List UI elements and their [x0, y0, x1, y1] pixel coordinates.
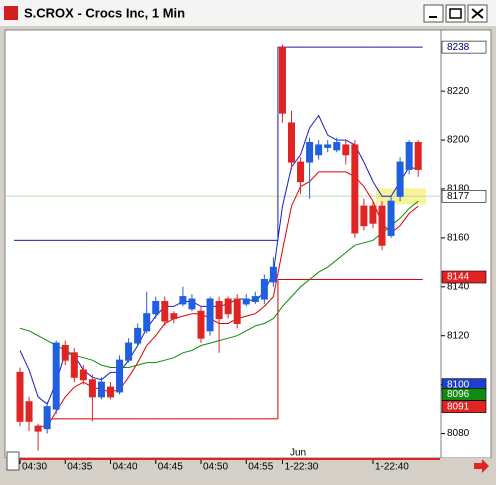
- x-tick-label: 04:35: [67, 462, 92, 473]
- candle-body: [251, 296, 259, 302]
- plot: 8080 8100 8120 8140 8160 8180 8200 8220 04:30 04:…: [5, 40, 487, 473]
- candle-body: [396, 161, 404, 197]
- y-tick-label: 8180: [447, 184, 470, 195]
- x-tick-label: 04:40: [113, 462, 138, 473]
- candle-body: [179, 296, 187, 305]
- maximize-icon: [449, 8, 462, 19]
- price-marker: [441, 190, 487, 203]
- scroll-arrow[interactable]: [474, 459, 489, 473]
- x-tick-label: 1-22:40: [375, 462, 409, 473]
- x-tick-label: 1-22:30: [284, 462, 318, 473]
- candle-body: [306, 142, 314, 163]
- y-tick-label: 8140: [447, 281, 470, 292]
- candle-body: [43, 406, 51, 430]
- annotation: Jun: [290, 448, 306, 459]
- y-tick-label: 8120: [447, 330, 470, 341]
- candle-body: [16, 371, 24, 422]
- plot-area: [4, 29, 442, 459]
- candle-body: [116, 359, 124, 393]
- window-buttons: [423, 4, 488, 23]
- price-marker: [441, 400, 487, 413]
- x-tick-label: 04:30: [22, 462, 47, 473]
- price-marker: [441, 40, 487, 54]
- candle-body: [215, 300, 223, 320]
- close-icon: [471, 8, 484, 19]
- candle-body: [315, 144, 323, 156]
- price-marker: [441, 270, 487, 284]
- candle-body: [324, 144, 332, 148]
- candle-body: [88, 379, 96, 398]
- y-tick-label: 8080: [447, 428, 470, 439]
- candle-body: [197, 310, 205, 339]
- candle-body: [278, 46, 286, 114]
- candle-body: [170, 313, 178, 320]
- candle-body: [34, 425, 42, 432]
- candle-body: [233, 298, 241, 324]
- price-marker-label: 8177: [447, 191, 470, 202]
- title-bar: [0, 0, 496, 26]
- candle-body: [387, 200, 395, 236]
- candle-body: [188, 298, 196, 310]
- candle-body: [61, 344, 69, 361]
- candle-body: [70, 352, 78, 378]
- maximize-button[interactable]: [445, 4, 466, 23]
- candle-body: [414, 142, 422, 170]
- y-tick-label: 8200: [447, 135, 470, 146]
- candle-body: [107, 386, 114, 398]
- candle-body: [269, 266, 277, 283]
- x-tick-label: 04:45: [158, 462, 183, 473]
- price-marker-label: 8238: [447, 42, 470, 53]
- candle-body: [242, 298, 250, 305]
- candle-body: [143, 313, 151, 332]
- candle-body: [134, 327, 142, 344]
- x-tick-label: 04:50: [203, 462, 228, 473]
- candle-body: [79, 369, 87, 381]
- price-marker-label: 8096: [447, 389, 470, 400]
- price-marker-label: 8091: [447, 401, 470, 412]
- candle-body: [260, 278, 268, 300]
- candle-body: [52, 342, 60, 410]
- time-axis: [5, 458, 491, 476]
- x-tick-label: 04:55: [248, 462, 273, 473]
- candle-body: [369, 205, 377, 224]
- candle-body: [378, 205, 386, 246]
- candle-body: [297, 161, 305, 183]
- candle-body: [125, 342, 133, 361]
- candle-body: [342, 144, 350, 156]
- app-icon: [4, 6, 18, 20]
- candle-body: [161, 300, 169, 322]
- candle-body: [360, 205, 368, 227]
- candle-body: [224, 298, 232, 315]
- candle-body: [206, 298, 214, 332]
- candle-body: [351, 144, 359, 234]
- candle-body: [152, 300, 160, 315]
- price-marker-label: 8100: [447, 379, 470, 390]
- y-tick-label: 8160: [447, 233, 470, 244]
- candle-body: [97, 381, 105, 398]
- minimize-button[interactable]: [423, 4, 444, 23]
- candle-body: [405, 142, 413, 170]
- window-title: S.CROX - Crocs Inc, 1 Min: [24, 5, 185, 20]
- candle-body: [333, 142, 341, 151]
- candle-body: [25, 401, 33, 422]
- candle-body: [288, 122, 295, 163]
- price-marker-label: 8144: [447, 272, 470, 283]
- scroll-box[interactable]: [6, 451, 20, 471]
- y-tick-label: 8220: [447, 86, 470, 97]
